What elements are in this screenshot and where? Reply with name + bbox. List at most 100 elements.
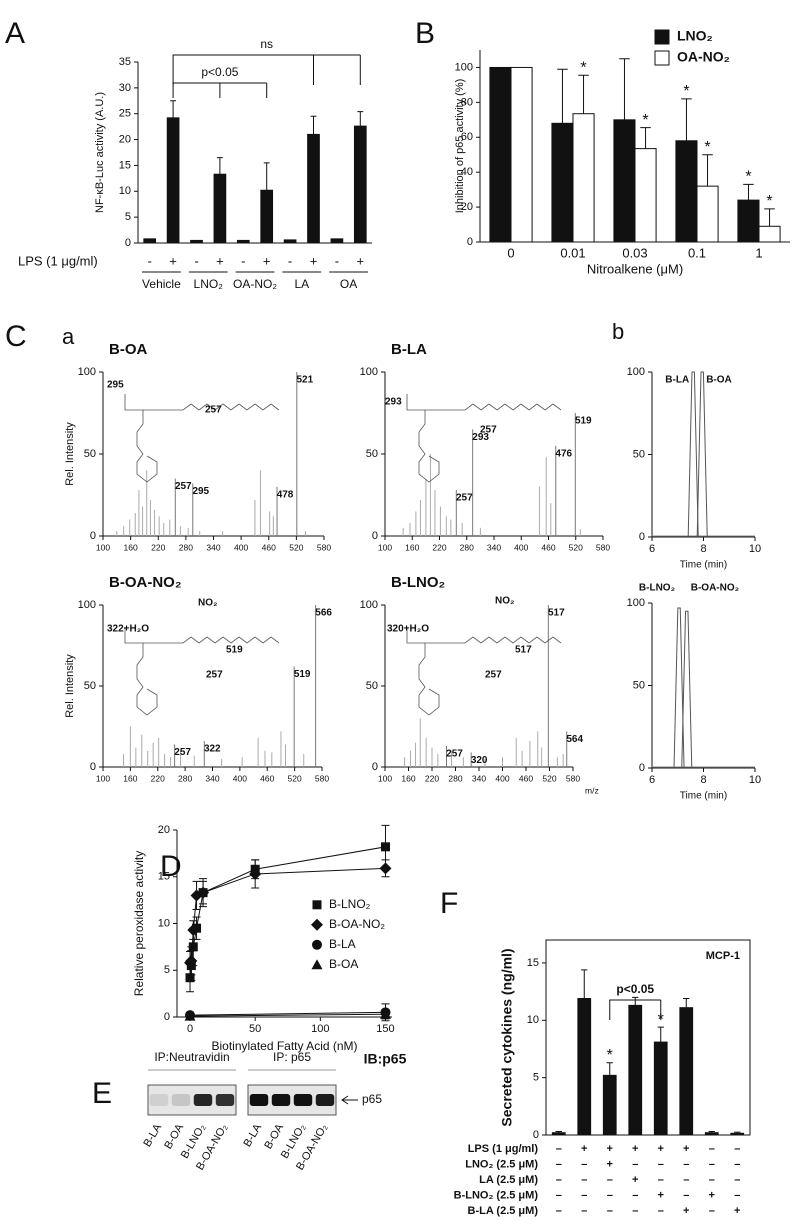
band-arrow [341, 1095, 358, 1105]
bar [190, 239, 203, 244]
x-tick-label: 1 [755, 245, 762, 260]
y-tick-label: 5 [533, 1072, 539, 1084]
x-tick-label: 400 [233, 773, 247, 783]
x-tick-label: 340 [206, 542, 220, 552]
spectrum-title: B-LA [391, 341, 427, 358]
bar [143, 238, 157, 244]
condition-sign: – [683, 1174, 689, 1186]
x-tick-label: 220 [151, 542, 165, 552]
condition-sign: – [632, 1205, 638, 1217]
legend-marker [312, 900, 322, 910]
blot-band [293, 1094, 313, 1106]
panel-label: B [415, 17, 435, 50]
error-bar [310, 115, 317, 135]
y-tick-label: 0 [467, 236, 473, 248]
x-tick-label: 0 [507, 245, 514, 260]
blot-band [271, 1094, 291, 1106]
bar [572, 113, 595, 243]
x-tick-label: - [194, 253, 198, 268]
blot-band [315, 1094, 335, 1106]
x-tick-label: 10 [749, 543, 761, 555]
x-tick-label: 100 [378, 773, 392, 783]
peak-label: 322 [204, 744, 221, 755]
y-tick-label: 0 [372, 761, 378, 773]
x-tick-label: 460 [262, 542, 276, 552]
legend-label: B-OA [329, 957, 358, 971]
condition-sign: – [581, 1174, 587, 1186]
bar [602, 1074, 617, 1136]
x-tick-label: - [288, 253, 292, 268]
condition-sign: – [556, 1174, 562, 1186]
bar [758, 225, 781, 243]
condition-sign: – [607, 1174, 613, 1186]
x-tick-label: 340 [472, 773, 486, 783]
annotation: ns [260, 37, 273, 51]
peak-label: 257 [175, 481, 192, 492]
condition-sign: – [632, 1189, 638, 1201]
condition-sign: + [632, 1174, 638, 1186]
panel-label: F [440, 887, 458, 920]
y-tick-label: 10 [158, 917, 170, 929]
x-tick-label: + [357, 253, 365, 268]
subpanel-label: b [612, 319, 624, 344]
y-tick-label: 0 [125, 237, 131, 249]
peak-label: 478 [277, 489, 294, 500]
peak-name: B-LNO₂ [639, 583, 675, 594]
bar [489, 66, 512, 243]
group-label: OA-NO₂ [233, 277, 277, 291]
peak-label: 566 [315, 608, 332, 619]
peak-label: 519 [575, 416, 592, 427]
significance-marker: * [580, 60, 586, 77]
panel-label: A [5, 17, 25, 50]
significance-marker: * [704, 139, 710, 156]
panel-label: D [160, 850, 182, 883]
condition-sign: – [683, 1189, 689, 1201]
annotation: p<0.05 [616, 982, 654, 996]
x-tick-label: + [169, 253, 177, 268]
fragment-label: 295 [107, 380, 124, 391]
bar [613, 119, 636, 243]
bar [653, 1041, 668, 1136]
marker [185, 973, 195, 983]
y-tick-label: 15 [158, 871, 170, 883]
fragment-label: NO₂ [495, 596, 514, 607]
condition-sign: – [734, 1174, 740, 1186]
peak-name: B-LA [665, 375, 689, 386]
peak-label: 257 [174, 747, 191, 758]
bar [704, 1132, 719, 1136]
condition-sign: + [683, 1143, 689, 1155]
x-axis-label: Time (min) [680, 560, 727, 571]
blot-band [171, 1094, 191, 1106]
x-tick-label: 100 [311, 1023, 329, 1035]
y-tick-label: 30 [119, 82, 131, 94]
fragment-label: 257 [205, 405, 222, 416]
y-tick-label: 80 [461, 96, 473, 108]
y-tick-label: 50 [366, 448, 378, 460]
group-label: OA [340, 277, 357, 291]
significance-marker: * [766, 193, 772, 210]
x-tick-label: - [148, 253, 152, 268]
group-label: LA [294, 277, 309, 291]
marker [185, 954, 198, 967]
x-tick-label: 100 [96, 773, 110, 783]
y-axis-label: NF-κB-Luc activity (A.U.) [94, 92, 106, 213]
fragment-label: 519 [226, 645, 243, 656]
group-label: LNO₂ [194, 277, 224, 291]
peak-label: 517 [548, 608, 565, 619]
y-tick-label: 40 [461, 166, 473, 178]
error-bar [657, 1026, 664, 1043]
error-bar [170, 100, 177, 118]
structure-sketch [124, 627, 280, 716]
row-label: LPS (1 μg/ml) [18, 253, 98, 268]
condition-sign: – [709, 1174, 715, 1186]
probe-label: IB:p65 [364, 1051, 407, 1067]
x-tick-label: 6 [649, 543, 655, 555]
condition-sign: – [734, 1189, 740, 1201]
significance-bracket [609, 999, 662, 1020]
significance-marker: * [745, 169, 751, 186]
x-tick-label: 340 [205, 773, 219, 783]
bar [213, 173, 227, 244]
x-tick-label: 160 [124, 542, 138, 552]
y-tick-label: 0 [164, 1011, 170, 1023]
